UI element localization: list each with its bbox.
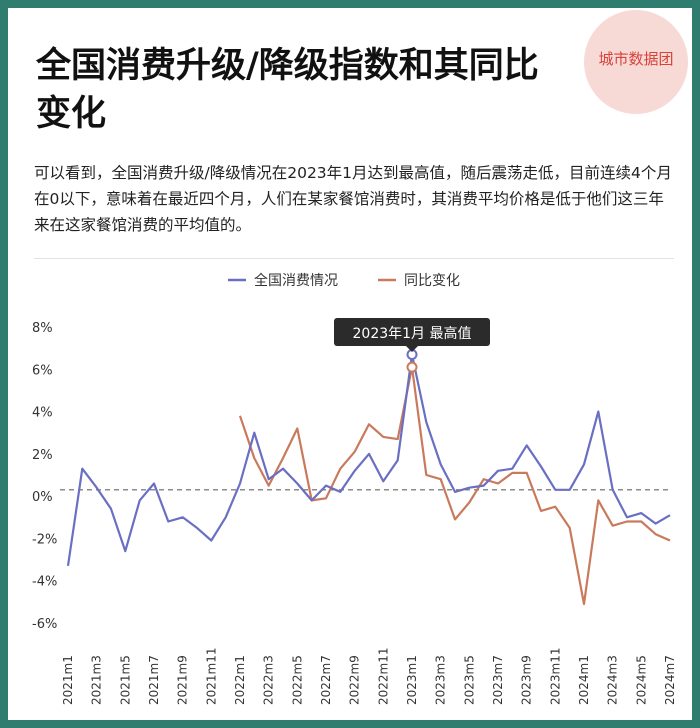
- x-tick-label: 2023m9: [520, 655, 534, 705]
- annotation-label: 2023年1月 最高值: [353, 325, 472, 342]
- series-line-national: [66, 353, 671, 567]
- x-tick-label: 2021m11: [204, 648, 218, 706]
- annotation-box: [334, 318, 490, 346]
- x-tick-label: 2021m5: [118, 655, 132, 705]
- x-tick-label: 2024m7: [663, 655, 677, 705]
- y-tick-label: 6%: [32, 363, 53, 378]
- series-line-yoy: [238, 366, 671, 606]
- x-tick-label: 2022m1: [233, 655, 247, 705]
- annotation-pointer: [406, 346, 418, 352]
- brand-name: 城市数据团: [598, 50, 674, 68]
- y-tick-label: 0%: [32, 490, 53, 505]
- x-tick-label: 2021m9: [176, 655, 190, 705]
- brand-logo: 城市数据团: [574, 8, 692, 118]
- y-tick-label: 2%: [32, 448, 53, 463]
- y-tick-label: -2%: [32, 532, 57, 547]
- x-tick-label: 2022m5: [290, 655, 304, 705]
- card: 全国消费升级/降级指数和其同比变化 城市数据团 可以看到，全国消费升级/降级情况…: [8, 8, 692, 720]
- y-tick-label: -6%: [32, 617, 57, 632]
- x-tick-label: 2024m1: [577, 655, 591, 705]
- description: 可以看到，全国消费升级/降级情况在2023年1月达到最高值，随后震荡走低，目前连…: [34, 164, 672, 234]
- legend-label-yoy: 同比变化: [404, 273, 460, 289]
- page-title: 全国消费升级/降级指数和其同比变化: [36, 46, 539, 134]
- x-tick-label: 2022m3: [262, 655, 276, 705]
- divider: [34, 258, 674, 259]
- x-tick-label: 2024m5: [634, 655, 648, 705]
- x-tick-label: 2023m5: [462, 655, 476, 705]
- y-tick-label: 4%: [32, 406, 53, 421]
- x-tick-label: 2023m11: [548, 648, 562, 706]
- x-tick-label: 2023m1: [405, 655, 419, 705]
- y-tick-label: 8%: [32, 321, 53, 336]
- x-tick-label: 2021m1: [61, 655, 75, 705]
- x-tick-label: 2022m11: [376, 648, 390, 706]
- x-tick-label: 2024m3: [606, 655, 620, 705]
- x-tick-label: 2021m3: [90, 655, 104, 705]
- x-tick-label: 2023m3: [434, 655, 448, 705]
- x-tick-label: 2022m7: [319, 655, 333, 705]
- legend-label-national: 全国消费情况: [254, 272, 338, 289]
- x-tick-label: 2023m7: [491, 655, 505, 705]
- x-tick-label: 2022m9: [348, 655, 362, 705]
- peak-marker-yoy: [406, 361, 418, 373]
- brand-logo-circle: [584, 10, 688, 114]
- x-tick-label: 2021m7: [147, 655, 161, 705]
- y-tick-label: -4%: [32, 575, 57, 590]
